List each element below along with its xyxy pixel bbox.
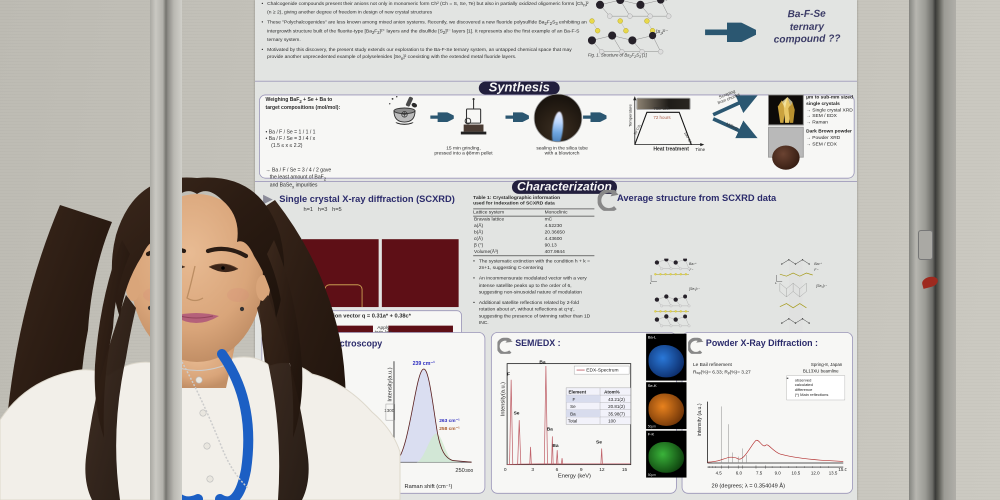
svg-text:6: 6 — [556, 467, 559, 473]
svg-text:15.0: 15.0 — [838, 467, 846, 472]
svg-text:Ba: Ba — [552, 443, 558, 449]
svg-text:Ba: Ba — [547, 427, 553, 433]
svg-text:[Sen]²⁻: [Sen]²⁻ — [688, 287, 701, 291]
svg-text:13.5: 13.5 — [829, 470, 838, 475]
svg-text:100: 100 — [608, 419, 616, 424]
svg-text:F: F — [507, 372, 510, 378]
svg-text:3: 3 — [531, 467, 534, 473]
svg-text:72 hours: 72 hours — [653, 115, 671, 120]
svg-text:Temperature: Temperature — [628, 103, 633, 126]
svg-text:Rwp(%)= 6.33; Rp(%)= 3.27: Rwp(%)= 6.33; Rp(%)= 3.27 — [693, 369, 751, 375]
svg-text:Se: Se — [596, 440, 602, 446]
svg-text:Ba²⁺: Ba²⁺ — [689, 262, 697, 266]
svg-text:Ba²⁺: Ba²⁺ — [814, 262, 822, 266]
svg-text:(*) Main reflections: (*) Main reflections — [795, 392, 829, 397]
svg-text:263 cm⁻¹: 263 cm⁻¹ — [439, 418, 460, 424]
svg-text:intensity (a.u.): intensity (a.u.) — [697, 403, 703, 436]
svg-text:L: L — [775, 281, 777, 285]
svg-text:EDX-Spectrum: EDX-Spectrum — [586, 368, 618, 374]
svg-text:F⁻: F⁻ — [814, 268, 819, 272]
svg-text:Intensity(a.u.): Intensity(a.u.) — [501, 382, 507, 416]
svg-text:7.5: 7.5 — [756, 470, 763, 475]
svg-text:Se: Se — [570, 404, 576, 409]
svg-text:BL13XU beamline: BL13XU beamline — [803, 369, 839, 374]
svg-text:Ba: Ba — [539, 360, 545, 366]
svg-text:Se: Se — [514, 411, 520, 417]
svg-text:12: 12 — [599, 467, 605, 473]
svg-text:15: 15 — [622, 467, 628, 473]
svg-text:Spring-8, Japan: Spring-8, Japan — [811, 362, 843, 367]
svg-text:35.98(7): 35.98(7) — [608, 411, 625, 416]
svg-text:F⁻: F⁻ — [662, 0, 667, 3]
svg-text:300: 300 — [465, 468, 473, 474]
svg-text:F: F — [573, 397, 576, 402]
svg-text:12.0: 12.0 — [811, 470, 820, 475]
svg-text:10.5: 10.5 — [792, 470, 801, 475]
svg-text:6.0: 6.0 — [736, 470, 743, 475]
svg-text:L: L — [650, 281, 652, 285]
svg-text:[Sen]²⁻: [Sen]²⁻ — [815, 284, 828, 288]
svg-text:20.81(2): 20.81(2) — [608, 404, 625, 409]
svg-text:Element: Element — [569, 390, 587, 395]
svg-text:[S2]²⁻: [S2]²⁻ — [655, 29, 668, 36]
svg-text:9.0: 9.0 — [775, 470, 782, 475]
svg-text:Energy (keV): Energy (keV) — [558, 474, 591, 480]
svg-text:250: 250 — [455, 468, 464, 474]
svg-text:100°C/h: 100°C/h — [683, 131, 693, 144]
svg-text:Le Bail refinement: Le Bail refinement — [693, 362, 733, 368]
svg-text:43.21(2): 43.21(2) — [608, 397, 625, 402]
svg-text:4.5: 4.5 — [716, 470, 723, 475]
svg-text:9: 9 — [580, 467, 583, 473]
svg-text:Ba: Ba — [570, 411, 576, 416]
svg-text:Atom%: Atom% — [604, 390, 620, 395]
svg-text:Total: Total — [568, 419, 578, 424]
svg-text:258 cm⁻¹: 258 cm⁻¹ — [439, 426, 460, 432]
svg-text:0: 0 — [504, 467, 507, 473]
svg-text:700°C/h: 700°C/h — [653, 106, 670, 111]
